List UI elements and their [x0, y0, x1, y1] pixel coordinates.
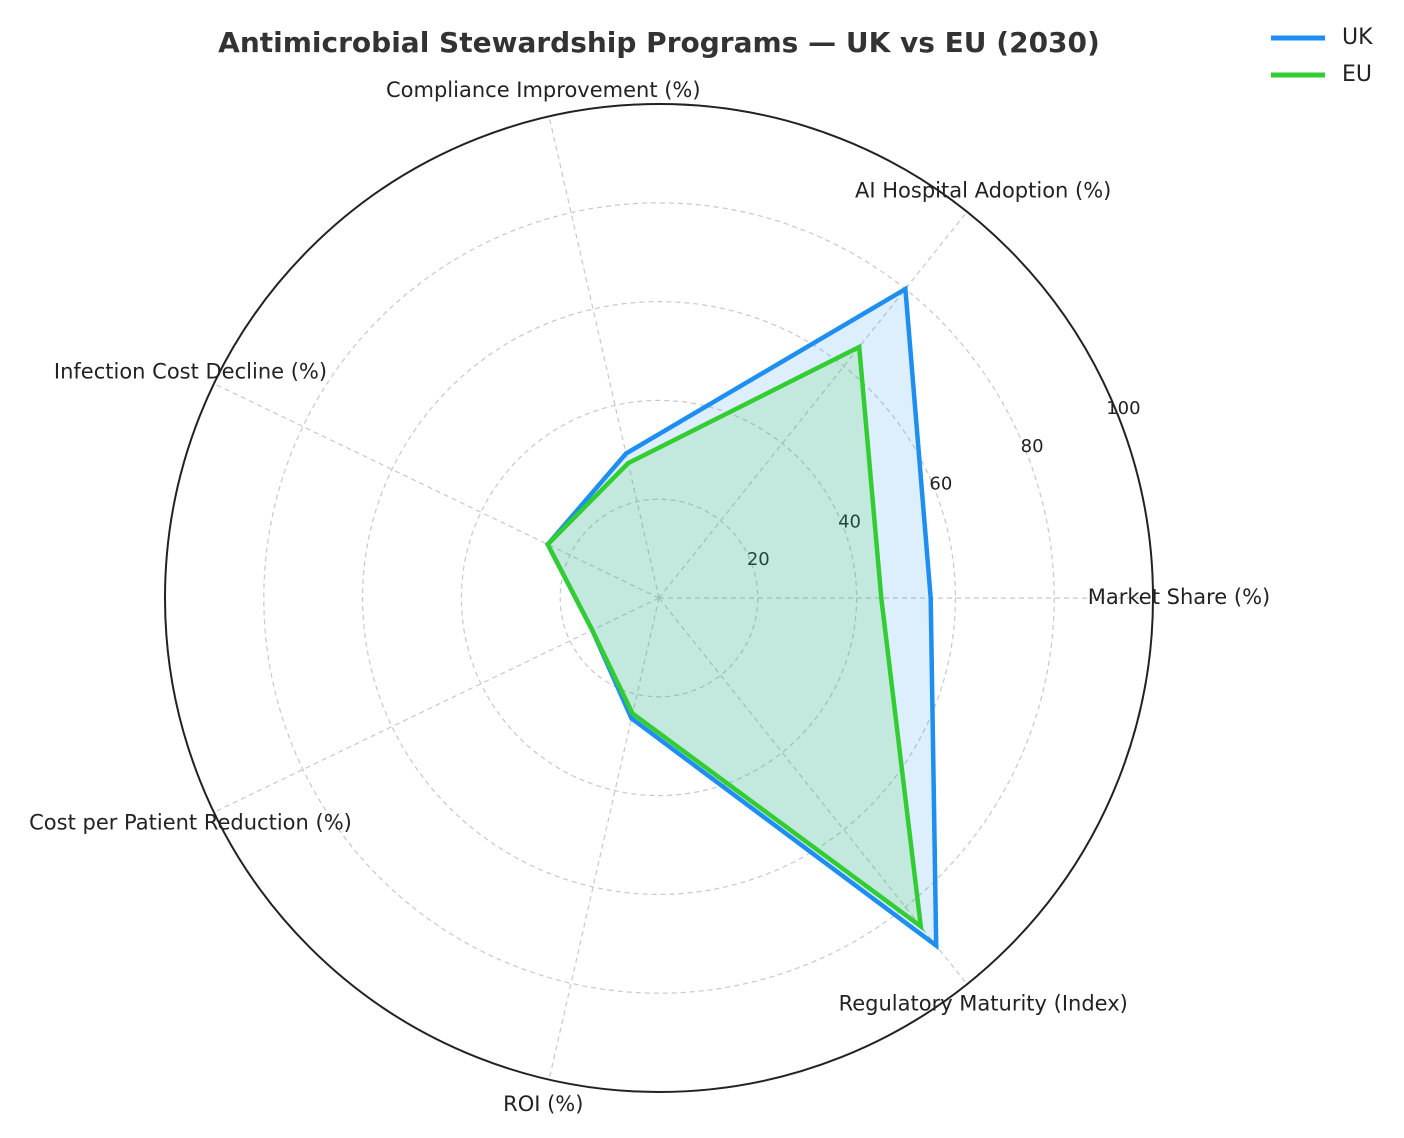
- grid-circle: [559, 498, 759, 698]
- vertex: [630, 711, 635, 716]
- vertex: [879, 596, 884, 600]
- legend-label: EU: [1342, 62, 1372, 87]
- spoke: [548, 597, 660, 1080]
- vertex: [626, 461, 631, 466]
- r-tick-label: 100: [1106, 398, 1140, 419]
- grid-circle: [362, 301, 956, 895]
- vertex: [934, 943, 939, 948]
- series-area: [547, 346, 921, 927]
- vertex: [918, 924, 923, 929]
- spoke: [213, 597, 660, 813]
- outer-circle: [164, 103, 1154, 1093]
- series-line: [544, 343, 924, 932]
- vertex: [903, 287, 908, 292]
- spoke: [548, 116, 660, 599]
- axis-label: Market Share (%): [1088, 585, 1270, 609]
- vertex: [857, 344, 862, 349]
- spoke: [658, 211, 968, 599]
- grid-circle: [263, 202, 1055, 994]
- r-tick-label: 60: [929, 474, 952, 495]
- vertex: [545, 542, 550, 547]
- r-tick-label: 40: [838, 511, 861, 532]
- legend-label: UK: [1342, 25, 1373, 50]
- spoke: [658, 597, 968, 985]
- axis-label: Infection Cost Decline (%): [54, 359, 327, 383]
- grid-circle: [460, 399, 858, 797]
- axis-label: Compliance Improvement (%): [386, 78, 701, 102]
- vertex: [928, 596, 933, 600]
- vertex: [590, 628, 595, 633]
- spoke: [213, 383, 660, 599]
- vertex: [629, 716, 634, 721]
- r-tick-label: 20: [747, 549, 770, 570]
- axis-label: AI Hospital Adoption (%): [855, 178, 1111, 202]
- r-tick-label: 80: [1021, 436, 1044, 457]
- vertex: [624, 451, 629, 456]
- axis-label: Cost per Patient Reduction (%): [29, 811, 352, 835]
- axis-label: ROI (%): [503, 1092, 583, 1116]
- chart-title: Antimicrobial Stewardship Programs — UK …: [218, 26, 1100, 59]
- axis-label: Regulatory Maturity (Index): [839, 992, 1128, 1016]
